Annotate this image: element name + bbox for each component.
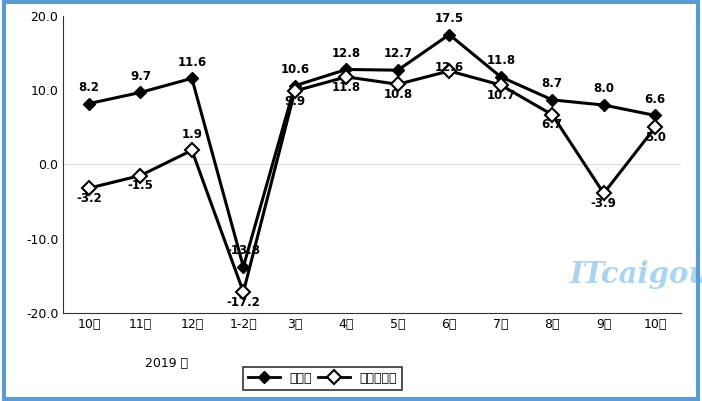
增加值 — [394, 68, 402, 73]
增加值 — [496, 75, 505, 79]
出口交货值 — [187, 148, 196, 153]
增加值 — [239, 264, 248, 269]
Text: -3.2: -3.2 — [76, 192, 102, 205]
增加值 — [187, 76, 196, 81]
Text: 11.8: 11.8 — [332, 81, 361, 93]
增加值 — [85, 101, 93, 106]
Text: -1.5: -1.5 — [128, 179, 153, 192]
Text: 11.8: 11.8 — [486, 54, 515, 67]
Text: 2019 年: 2019 年 — [145, 357, 187, 370]
Line: 增加值: 增加值 — [84, 30, 660, 271]
增加值 — [600, 103, 608, 107]
Text: 11.6: 11.6 — [178, 56, 206, 69]
出口交货值 — [548, 112, 557, 117]
Text: 12.7: 12.7 — [383, 47, 412, 61]
Text: 10.8: 10.8 — [383, 88, 412, 101]
出口交货值 — [651, 125, 659, 130]
增加值 — [291, 83, 299, 88]
Text: 12.8: 12.8 — [332, 47, 361, 60]
Text: -3.9: -3.9 — [591, 197, 616, 210]
Text: 9.9: 9.9 — [284, 95, 305, 107]
增加值 — [136, 90, 145, 95]
Text: 1.9: 1.9 — [181, 128, 202, 141]
Text: 12.6: 12.6 — [435, 61, 464, 74]
增加值 — [342, 67, 350, 72]
Text: 10.6: 10.6 — [280, 63, 310, 76]
Text: 5.0: 5.0 — [644, 131, 665, 144]
增加值 — [548, 97, 557, 102]
Legend: 增加值, 出口交货值: 增加值, 出口交货值 — [244, 367, 402, 390]
Text: 17.5: 17.5 — [435, 12, 464, 25]
Text: 8.2: 8.2 — [79, 81, 100, 94]
出口交货值 — [496, 83, 505, 87]
出口交货值 — [342, 75, 350, 79]
Text: 9.7: 9.7 — [130, 70, 151, 83]
出口交货值 — [445, 69, 453, 73]
Text: -17.2: -17.2 — [227, 296, 260, 309]
Text: 8.0: 8.0 — [593, 82, 614, 95]
Text: 6.7: 6.7 — [542, 118, 563, 132]
增加值 — [651, 113, 659, 118]
Text: -13.8: -13.8 — [226, 244, 260, 257]
Text: 6.6: 6.6 — [644, 93, 665, 106]
出口交货值 — [394, 82, 402, 87]
出口交货值 — [600, 191, 608, 196]
出口交货值 — [136, 173, 145, 178]
Text: ITcaigou: ITcaigou — [570, 260, 702, 289]
出口交货值 — [85, 186, 93, 190]
Text: 8.7: 8.7 — [542, 77, 563, 90]
出口交货值 — [291, 89, 299, 93]
出口交货值 — [239, 290, 248, 294]
Line: 出口交货值: 出口交货值 — [84, 66, 660, 297]
Text: 10.7: 10.7 — [486, 89, 515, 102]
增加值 — [445, 32, 453, 37]
